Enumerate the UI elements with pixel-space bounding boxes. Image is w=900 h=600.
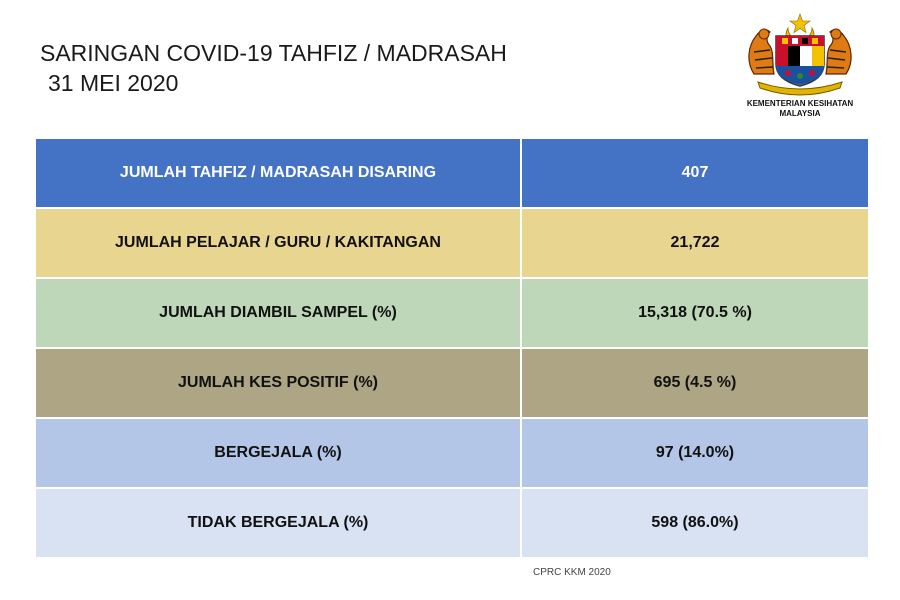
ministry-name-line-1: KEMENTERIAN KESIHATAN — [746, 99, 854, 108]
table-row: JUMLAH PELAJAR / GURU / KAKITANGAN 21,72… — [34, 207, 870, 279]
table-row: JUMLAH DIAMBIL SAMPEL (%) 15,318 (70.5 %… — [34, 277, 870, 349]
row-label: BERGEJALA (%) — [34, 417, 522, 489]
table-row: TIDAK BERGEJALA (%) 598 (86.0%) — [34, 487, 870, 559]
coat-of-arms-icon — [748, 13, 852, 96]
ministry-name: KEMENTERIAN KESIHATAN MALAYSIA — [735, 99, 865, 119]
table-row: BERGEJALA (%) 97 (14.0%) — [34, 417, 870, 489]
ministry-name-line-2: MALAYSIA — [779, 109, 821, 118]
ministry-logo: KEMENTERIAN KESIHATAN MALAYSIA — [735, 12, 865, 127]
row-value: 21,722 — [520, 207, 870, 279]
row-label: JUMLAH DIAMBIL SAMPEL (%) — [34, 277, 522, 349]
table-row: JUMLAH TAHFIZ / MADRASAH DISARING 407 — [34, 137, 870, 209]
row-value: 407 — [520, 137, 870, 209]
title-line-1: SARINGAN COVID-19 TAHFIZ / MADRASAH — [40, 40, 507, 66]
row-value: 695 (4.5 %) — [520, 347, 870, 419]
source-credit: CPRC KKM 2020 — [533, 567, 611, 578]
screening-stats-table: JUMLAH TAHFIZ / MADRASAH DISARING 407 JU… — [34, 137, 870, 559]
page-title: SARINGAN COVID-19 TAHFIZ / MADRASAH 31 M… — [40, 38, 507, 98]
row-value: 598 (86.0%) — [520, 487, 870, 559]
row-label: JUMLAH PELAJAR / GURU / KAKITANGAN — [34, 207, 522, 279]
row-label: TIDAK BERGEJALA (%) — [34, 487, 522, 559]
row-label: JUMLAH TAHFIZ / MADRASAH DISARING — [34, 137, 522, 209]
title-date: 31 MEI 2020 — [48, 70, 179, 96]
row-value: 97 (14.0%) — [520, 417, 870, 489]
row-value: 15,318 (70.5 %) — [520, 277, 870, 349]
row-label: JUMLAH KES POSITIF (%) — [34, 347, 522, 419]
table-row: JUMLAH KES POSITIF (%) 695 (4.5 %) — [34, 347, 870, 419]
